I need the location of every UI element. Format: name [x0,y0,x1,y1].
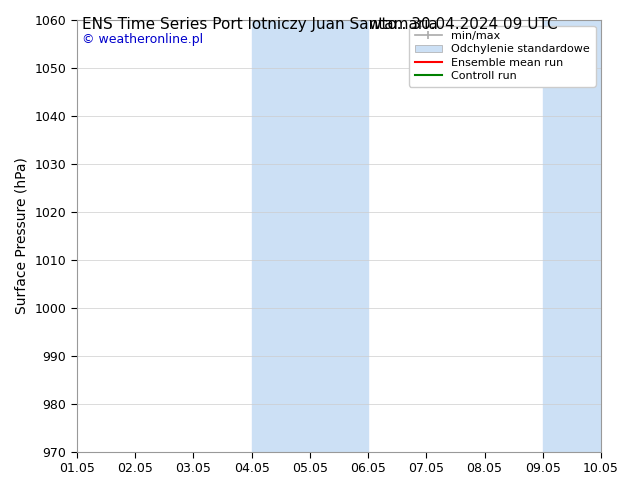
Y-axis label: Surface Pressure (hPa): Surface Pressure (hPa) [15,157,29,314]
Text: wto.. 30.04.2024 09 UTC: wto.. 30.04.2024 09 UTC [369,17,558,32]
Bar [252,20,368,452]
Text: ENS Time Series Port lotniczy Juan Santamaria: ENS Time Series Port lotniczy Juan Santa… [82,17,438,32]
Text: © weatheronline.pl: © weatheronline.pl [82,33,204,46]
Legend: min/max, Odchylenie standardowe, Ensemble mean run, Controll run: min/max, Odchylenie standardowe, Ensembl… [409,25,595,87]
Bar [543,20,630,452]
